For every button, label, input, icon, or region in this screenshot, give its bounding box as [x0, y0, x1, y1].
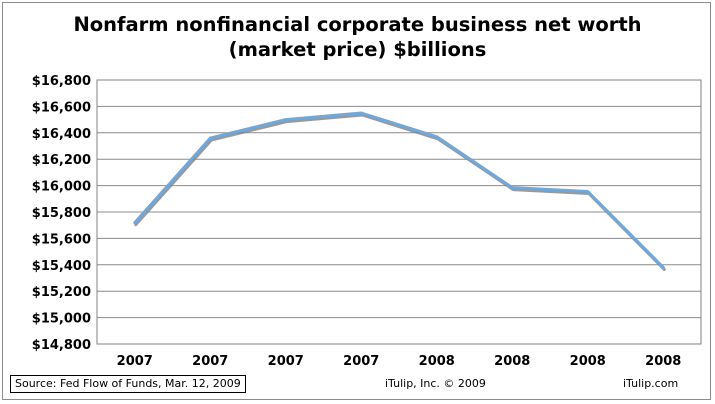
data-point: [209, 136, 212, 140]
y-tick-label: $15,200: [32, 285, 91, 300]
series-lines: [133, 111, 666, 271]
grid-lines: [97, 79, 701, 345]
y-tick-label: $16,800: [32, 74, 91, 89]
y-tick-label: $15,800: [32, 206, 91, 221]
site-credit: iTulip.com: [623, 377, 679, 390]
y-tick-label: $16,400: [32, 127, 91, 142]
chart-title-line-1: Nonfarm nonfinancial corporate business …: [73, 13, 642, 36]
series-line: [133, 111, 665, 269]
series-line-shadow: [134, 113, 666, 271]
x-tick-label: 2008: [419, 354, 455, 369]
chart-title: Nonfarm nonfinancial corporate business …: [0, 12, 715, 62]
chart-title-line-2: (market price) $billions: [228, 38, 487, 61]
x-tick-label: 2007: [192, 354, 228, 369]
data-point: [586, 190, 589, 193]
x-tick-label: 2008: [645, 354, 681, 369]
data-point: [360, 111, 363, 115]
y-tick-label: $16,600: [32, 100, 91, 115]
x-tick-label: 2007: [343, 354, 379, 369]
y-tick-label: $15,000: [32, 312, 91, 327]
source-note: Source: Fed Flow of Funds, Mar. 12, 2009: [10, 375, 246, 393]
y-axis-tick-labels: $14,800 $15,000 $15,200 $15,400 $15,600 $15,8…: [32, 74, 91, 353]
x-tick-label: 2008: [494, 354, 530, 369]
data-point: [435, 135, 438, 138]
data-point: [511, 186, 514, 189]
y-tick-label: $14,800: [32, 338, 91, 353]
y-tick-label: $16,000: [32, 180, 91, 195]
data-point: [284, 118, 287, 121]
y-tick-label: $15,600: [32, 232, 91, 247]
plot-area: [96, 79, 702, 345]
data-point: [662, 266, 665, 269]
chart-frame: [2, 2, 711, 400]
data-point: [133, 221, 136, 224]
x-tick-label: 2007: [268, 354, 304, 369]
copyright-note: iTulip, Inc. © 2009: [385, 377, 486, 390]
y-tick-label: $15,400: [32, 259, 91, 274]
x-tick-label: 2008: [570, 354, 606, 369]
x-tick-label: 2007: [117, 354, 153, 369]
x-axis-tick-labels: 2007 2007 2007 2007 2008 2008 2008 2008: [117, 354, 682, 369]
y-tick-label: $16,200: [32, 153, 91, 168]
